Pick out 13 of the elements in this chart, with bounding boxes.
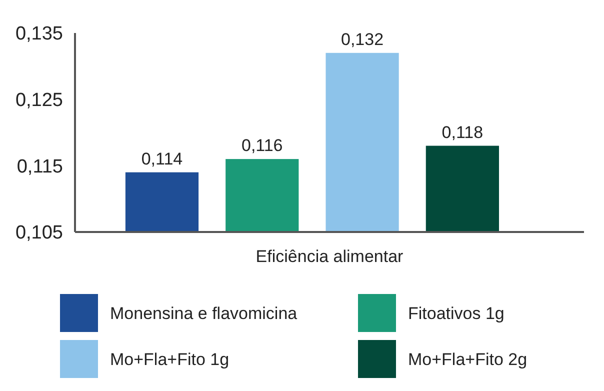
- data-label: 0,114: [141, 149, 183, 168]
- x-tick-label: Eficiência alimentar: [256, 247, 404, 266]
- legend-label: Mo+Fla+Fito 1g: [110, 350, 230, 369]
- y-tick-label: 0,135: [15, 24, 63, 45]
- y-tick-label: 0,105: [15, 222, 63, 244]
- y-tick-label: 0,115: [16, 156, 63, 178]
- legend-label: Fitoativos 1g: [408, 304, 504, 323]
- y-tick-label: 0,125: [15, 90, 63, 111]
- data-label: 0,132: [341, 30, 384, 49]
- data-label: 0,116: [241, 136, 283, 156]
- legend-label: Mo+Fla+Fito 2g: [408, 350, 528, 369]
- data-label: 0,118: [442, 122, 484, 142]
- legend-label: Monensina e flavomicina: [110, 304, 298, 323]
